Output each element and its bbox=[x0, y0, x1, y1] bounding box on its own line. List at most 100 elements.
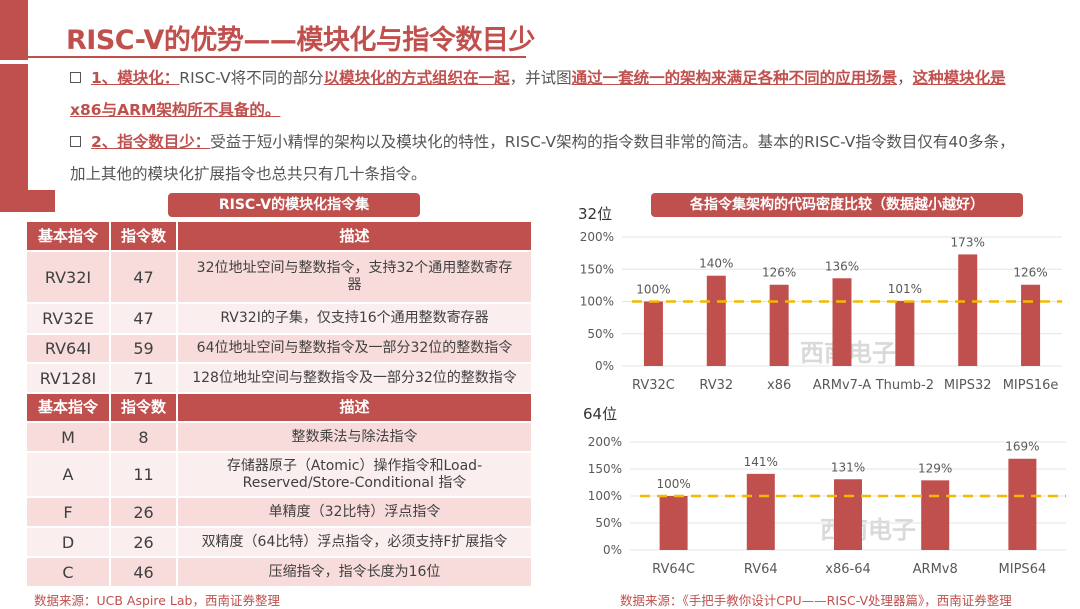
table-row: A 11 存储器原子（Atomic）操作指令和Load-Reserved/Store… bbox=[27, 452, 533, 498]
data-label: 129% bbox=[918, 461, 952, 475]
bullet-emph: 这种模块化是x86与ARM架构所不具备的。 bbox=[70, 69, 1006, 119]
table-row: RV32I 47 32位地址空间与整数指令，支持32个通用整数寄存器 bbox=[27, 251, 533, 304]
data-label: 126% bbox=[762, 266, 796, 280]
y-tick-label: 100% bbox=[588, 489, 622, 503]
bar-MIPS64 bbox=[1008, 458, 1037, 550]
table-title: RISC-V的模块化指令集 bbox=[168, 193, 420, 217]
description-cell: 压缩指令，指令长度为16位 bbox=[177, 557, 533, 588]
table-row: RV64I 59 64位地址空间与整数指令及一部分32位的整数指令 bbox=[27, 334, 533, 364]
y-tick-label: 200% bbox=[588, 435, 622, 449]
y-tick-label: 100% bbox=[580, 295, 614, 309]
chart1-title: 32位 bbox=[578, 205, 613, 223]
bullet-modularity: 1、模块化：RISC-V将不同的部分以模块化的方式组织在一起，并试图通过一套统一… bbox=[70, 62, 1030, 126]
description-cell: 双精度（64比特）浮点指令，必须支持F扩展指令 bbox=[177, 527, 533, 558]
data-label: 140% bbox=[699, 257, 733, 271]
column-header: 基本指令 bbox=[27, 222, 111, 252]
count-cell: 8 bbox=[110, 422, 178, 453]
accent-strip bbox=[0, 64, 28, 212]
count-cell: 11 bbox=[110, 452, 178, 498]
data-label: 126% bbox=[1013, 266, 1047, 280]
description-cell: 整数乘法与除法指令 bbox=[177, 422, 533, 453]
x-tick-label: MIPS32 bbox=[944, 378, 992, 393]
description-cell: 存储器原子（Atomic）操作指令和Load-Reserved/Store-Co… bbox=[177, 452, 533, 498]
description-cell: 64位地址空间与整数指令及一部分32位的整数指令 bbox=[177, 334, 533, 364]
bar-Thumb-2 bbox=[895, 300, 915, 366]
instruction-cell: M bbox=[27, 422, 111, 453]
count-cell: 26 bbox=[110, 497, 178, 528]
instruction-cell: F bbox=[27, 497, 111, 528]
chart-source: 数据来源：《手把手教你设计CPU——RISC-V处理器篇》，西南证券整理 bbox=[620, 593, 1012, 608]
table-row: D 26 双精度（64比特）浮点指令，必须支持F扩展指令 bbox=[27, 527, 533, 558]
instruction-cell: A bbox=[27, 452, 111, 498]
bar-MIPS32 bbox=[958, 254, 978, 366]
instruction-cell: C bbox=[27, 557, 111, 588]
count-cell: 71 bbox=[110, 363, 178, 394]
accent-strip-tab bbox=[0, 190, 55, 212]
bar-RV64 bbox=[746, 473, 775, 550]
bar-RV32 bbox=[706, 275, 726, 366]
description-cell: 单精度（32比特）浮点指令 bbox=[177, 497, 533, 528]
bullet-text: ， bbox=[897, 69, 913, 87]
bullet-emph: 通过一套统一的架构来满足各种不同的应用场景 bbox=[571, 69, 898, 87]
data-label: 131% bbox=[831, 460, 865, 474]
bar-RV64C bbox=[659, 496, 688, 550]
y-tick-label: 0% bbox=[603, 543, 622, 557]
instruction-cell: RV128I bbox=[27, 363, 111, 394]
table-row: RV32E 47 RV32I的子集，仅支持16个通用整数寄存器 bbox=[27, 303, 533, 335]
instruction-cell: D bbox=[27, 527, 111, 558]
x-tick-label: RV64 bbox=[744, 562, 778, 577]
instruction-set-table: 基本指令 指令数 描述 RV32I 47 32位地址空间与整数指令，支持32个通用整数寄存… bbox=[27, 222, 533, 588]
bar-ARMv8 bbox=[921, 480, 950, 550]
y-tick-label: 150% bbox=[588, 462, 622, 476]
column-header: 指令数 bbox=[110, 222, 178, 252]
data-label: 100% bbox=[656, 477, 690, 491]
table-row: C 46 压缩指令，指令长度为16位 bbox=[27, 557, 533, 588]
bar-RV32C bbox=[643, 301, 663, 366]
x-tick-label: MIPS64 bbox=[999, 562, 1047, 577]
title-underline bbox=[28, 56, 526, 58]
instruction-cell: RV32E bbox=[27, 303, 111, 335]
y-tick-label: 200% bbox=[580, 230, 614, 244]
column-header: 描述 bbox=[177, 393, 533, 423]
count-cell: 46 bbox=[110, 557, 178, 588]
table-row: F 26 单精度（32比特）浮点指令 bbox=[27, 497, 533, 528]
description-cell: 32位地址空间与整数指令，支持32个通用整数寄存器 bbox=[177, 251, 533, 304]
count-cell: 47 bbox=[110, 251, 178, 304]
table-source: 数据来源：UCB Aspire Lab，西南证券整理 bbox=[34, 593, 280, 608]
column-header: 基本指令 bbox=[27, 393, 111, 423]
bullet-text: ，并试图 bbox=[509, 69, 572, 87]
bullet-emph: 以模块化的方式组织在一起 bbox=[323, 69, 510, 87]
bullet-label: 1、模块化： bbox=[91, 69, 180, 87]
x-tick-label: ARMv8 bbox=[913, 562, 958, 577]
x-tick-label: ARMv7-A bbox=[813, 378, 872, 393]
y-tick-label: 50% bbox=[595, 516, 622, 530]
count-cell: 26 bbox=[110, 527, 178, 558]
table-row: M 8 整数乘法与除法指令 bbox=[27, 422, 533, 453]
count-cell: 59 bbox=[110, 334, 178, 364]
description-cell: 128位地址空间与整数指令及一部分32位的整数指令 bbox=[177, 363, 533, 394]
data-label: 169% bbox=[1005, 440, 1039, 454]
table-header-row: 基本指令 指令数 描述 bbox=[27, 393, 533, 423]
y-tick-label: 50% bbox=[587, 327, 614, 341]
accent-strip-top bbox=[0, 0, 28, 60]
bullet-instruction-count: 2、指令数目少：受益于短小精悍的架构以及模块化的特性，RISC-V架构的指令数目… bbox=[70, 126, 1030, 190]
data-label: 173% bbox=[951, 235, 985, 249]
x-tick-label: RV32 bbox=[699, 378, 733, 393]
bar-x86 bbox=[769, 284, 789, 366]
table-row: RV128I 71 128位地址空间与整数指令及一部分32位的整数指令 bbox=[27, 363, 533, 394]
checkbox-bullet-icon bbox=[70, 136, 81, 147]
x-tick-label: Thumb-2 bbox=[875, 378, 934, 393]
x-tick-label: x86-64 bbox=[825, 562, 870, 577]
column-header: 描述 bbox=[177, 222, 533, 252]
x-tick-label: RV64C bbox=[652, 562, 695, 577]
chart2-title: 64位 bbox=[583, 405, 618, 423]
instruction-cell: RV64I bbox=[27, 334, 111, 364]
x-tick-label: RV32C bbox=[632, 378, 675, 393]
bar-x86-64 bbox=[834, 479, 862, 550]
data-label: 141% bbox=[744, 455, 778, 469]
bullet-text: RISC-V将不同的部分 bbox=[179, 69, 324, 87]
table-header-row: 基本指令 指令数 描述 bbox=[27, 222, 533, 252]
data-label: 100% bbox=[636, 283, 670, 297]
y-tick-label: 150% bbox=[580, 262, 614, 276]
